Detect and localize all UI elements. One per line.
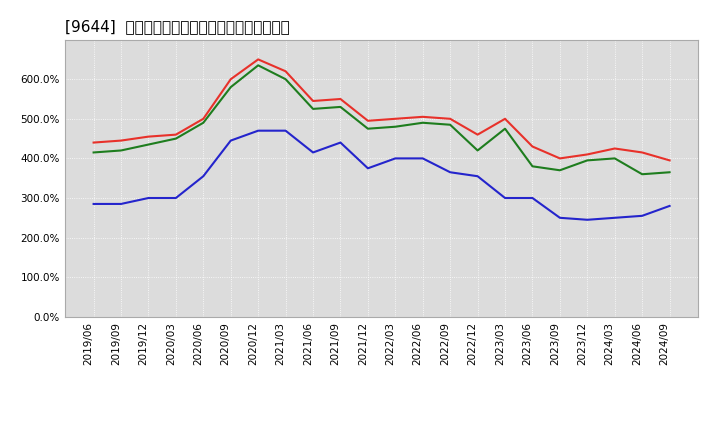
流動比率 [446, 116, 454, 121]
現預金比率 [583, 217, 592, 222]
当座比率 [665, 169, 674, 175]
流動比率 [226, 77, 235, 82]
流動比率 [336, 96, 345, 102]
流動比率 [556, 156, 564, 161]
当座比率 [583, 158, 592, 163]
当座比率 [171, 136, 180, 141]
当座比率 [364, 126, 372, 131]
Line: 流動比率: 流動比率 [94, 59, 670, 160]
Line: 現預金比率: 現預金比率 [94, 131, 670, 220]
現預金比率 [556, 215, 564, 220]
当座比率 [336, 104, 345, 110]
当座比率 [556, 168, 564, 173]
現預金比率 [391, 156, 400, 161]
流動比率 [665, 158, 674, 163]
流動比率 [282, 69, 290, 74]
流動比率 [391, 116, 400, 121]
現預金比率 [336, 140, 345, 145]
当座比率 [446, 122, 454, 128]
当座比率 [117, 148, 125, 153]
当座比率 [418, 120, 427, 125]
流動比率 [473, 132, 482, 137]
当座比率 [528, 164, 537, 169]
流動比率 [199, 116, 207, 121]
現預金比率 [473, 173, 482, 179]
流動比率 [528, 144, 537, 149]
現預金比率 [364, 165, 372, 171]
現預金比率 [611, 215, 619, 220]
流動比率 [171, 132, 180, 137]
当座比率 [473, 148, 482, 153]
当座比率 [391, 124, 400, 129]
当座比率 [611, 156, 619, 161]
現預金比率 [171, 195, 180, 201]
流動比率 [117, 138, 125, 143]
当座比率 [89, 150, 98, 155]
流動比率 [583, 152, 592, 157]
現預金比率 [309, 150, 318, 155]
現預金比率 [144, 195, 153, 201]
Text: [9644]  流動比率、当座比率、現預金比率の推移: [9644] 流動比率、当座比率、現預金比率の推移 [65, 19, 289, 34]
当座比率 [500, 126, 509, 131]
流動比率 [254, 57, 263, 62]
当座比率 [309, 106, 318, 111]
現預金比率 [500, 195, 509, 201]
流動比率 [309, 98, 318, 103]
当座比率 [254, 62, 263, 68]
Line: 当座比率: 当座比率 [94, 65, 670, 174]
流動比率 [89, 140, 98, 145]
流動比率 [144, 134, 153, 139]
流動比率 [500, 116, 509, 121]
現預金比率 [638, 213, 647, 218]
流動比率 [418, 114, 427, 119]
当座比率 [144, 142, 153, 147]
当座比率 [638, 172, 647, 177]
現預金比率 [665, 203, 674, 209]
流動比率 [611, 146, 619, 151]
現預金比率 [254, 128, 263, 133]
当座比率 [226, 84, 235, 90]
現預金比率 [117, 201, 125, 206]
当座比率 [199, 120, 207, 125]
流動比率 [638, 150, 647, 155]
現預金比率 [446, 169, 454, 175]
当座比率 [282, 77, 290, 82]
現預金比率 [226, 138, 235, 143]
流動比率 [364, 118, 372, 123]
現預金比率 [282, 128, 290, 133]
現預金比率 [89, 201, 98, 206]
現預金比率 [199, 173, 207, 179]
現預金比率 [418, 156, 427, 161]
現預金比率 [528, 195, 537, 201]
